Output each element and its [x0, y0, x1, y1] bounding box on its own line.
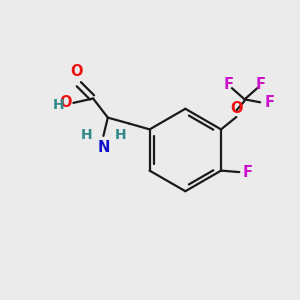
Text: F: F [242, 165, 252, 180]
Text: F: F [265, 95, 275, 110]
Text: O: O [231, 101, 243, 116]
Text: H: H [81, 128, 92, 142]
Text: H: H [115, 128, 126, 142]
Text: F: F [224, 77, 233, 92]
Text: O: O [59, 95, 71, 110]
Text: N: N [97, 140, 110, 155]
Text: F: F [256, 77, 266, 92]
Text: O: O [70, 64, 82, 79]
Text: H: H [53, 98, 65, 112]
